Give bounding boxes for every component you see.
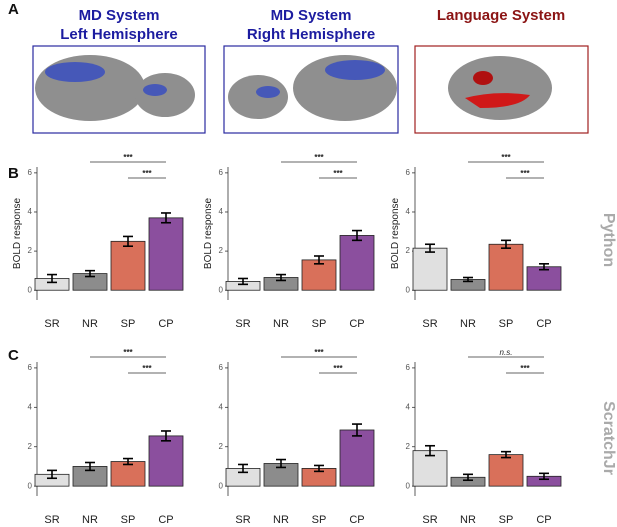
bar (301, 259, 337, 291)
significance-label: *** (520, 169, 530, 178)
y-tick-label: 0 (28, 481, 33, 490)
brain (448, 56, 552, 120)
brain-title: Right Hemisphere (247, 26, 375, 43)
y-axis-label: BOLD response (203, 197, 214, 269)
x-tick-label: SR (44, 514, 59, 526)
x-tick-label: SR (44, 318, 59, 330)
y-tick-label: 2 (219, 442, 224, 451)
y-tick-label: 2 (406, 442, 411, 451)
bar (110, 461, 146, 487)
brain-region (45, 62, 105, 82)
significance-label: *** (520, 364, 530, 373)
y-tick-label: 6 (406, 363, 411, 372)
x-tick-label: SP (312, 318, 327, 330)
significance-label: *** (314, 153, 324, 162)
y-tick-label: 6 (28, 168, 33, 177)
y-tick-label: 0 (219, 481, 224, 490)
x-tick-label: NR (82, 514, 98, 526)
bar (148, 435, 184, 487)
x-tick-label: NR (273, 514, 289, 526)
brain (135, 73, 195, 117)
bar (339, 235, 375, 291)
significance-label: *** (333, 364, 343, 373)
significance-label: *** (314, 348, 324, 357)
y-tick-label: 6 (219, 168, 224, 177)
significance-label: *** (333, 169, 343, 178)
brain-region (473, 71, 493, 85)
y-tick-label: 4 (219, 207, 224, 216)
y-tick-label: 2 (28, 442, 33, 451)
x-tick-label: SR (422, 514, 437, 526)
y-tick-label: 0 (406, 481, 411, 490)
panel-label: B (8, 165, 19, 182)
row-label: ScratchJr (600, 401, 617, 475)
x-tick-label: SR (235, 514, 250, 526)
y-axis-label: BOLD response (390, 197, 401, 269)
bar (148, 217, 184, 291)
x-tick-label: NR (460, 514, 476, 526)
x-tick-label: SP (499, 318, 514, 330)
brain-region (256, 86, 280, 98)
x-tick-label: SR (422, 318, 437, 330)
x-tick-label: CP (349, 514, 364, 526)
y-tick-label: 4 (406, 207, 411, 216)
row-label: Python (600, 213, 617, 267)
x-tick-label: SP (499, 514, 514, 526)
x-tick-label: CP (158, 514, 173, 526)
panel-label: C (8, 347, 19, 364)
bar (488, 454, 524, 487)
significance-label: n.s. (500, 348, 513, 357)
y-tick-label: 0 (406, 285, 411, 294)
brain-region (465, 93, 530, 108)
x-tick-label: CP (536, 514, 551, 526)
y-tick-label: 6 (219, 363, 224, 372)
y-tick-label: 4 (28, 402, 33, 411)
y-tick-label: 6 (28, 363, 33, 372)
brain-title: Language System (437, 7, 565, 24)
x-tick-label: SP (121, 318, 136, 330)
y-tick-label: 4 (219, 402, 224, 411)
x-tick-label: NR (460, 318, 476, 330)
x-tick-label: NR (82, 318, 98, 330)
significance-label: *** (142, 169, 152, 178)
significance-label: *** (142, 364, 152, 373)
x-tick-label: SP (121, 514, 136, 526)
panel-label: A (8, 1, 19, 18)
x-tick-label: SP (312, 514, 327, 526)
brain-images (32, 45, 589, 134)
brain-region (325, 60, 385, 80)
brain (228, 75, 288, 119)
y-tick-label: 0 (219, 285, 224, 294)
significance-label: *** (501, 153, 511, 162)
significance-label: *** (123, 153, 133, 162)
brain-title: Left Hemisphere (60, 26, 178, 43)
brain-region (143, 84, 167, 96)
y-tick-label: 2 (219, 246, 224, 255)
y-tick-label: 2 (406, 246, 411, 255)
brain-title: MD System (271, 7, 352, 24)
brain-title: MD System (79, 7, 160, 24)
x-tick-label: CP (349, 318, 364, 330)
x-tick-label: CP (158, 318, 173, 330)
y-tick-label: 4 (406, 402, 411, 411)
y-tick-label: 4 (28, 207, 33, 216)
bar (488, 243, 524, 291)
x-tick-label: NR (273, 318, 289, 330)
bar (110, 240, 146, 291)
bar (339, 429, 375, 487)
x-tick-label: CP (536, 318, 551, 330)
significance-label: *** (123, 348, 133, 357)
x-tick-label: SR (235, 318, 250, 330)
y-tick-label: 6 (406, 168, 411, 177)
bar (412, 247, 448, 291)
y-axis-label: BOLD response (12, 197, 23, 269)
y-tick-label: 0 (28, 285, 33, 294)
y-tick-label: 2 (28, 246, 33, 255)
